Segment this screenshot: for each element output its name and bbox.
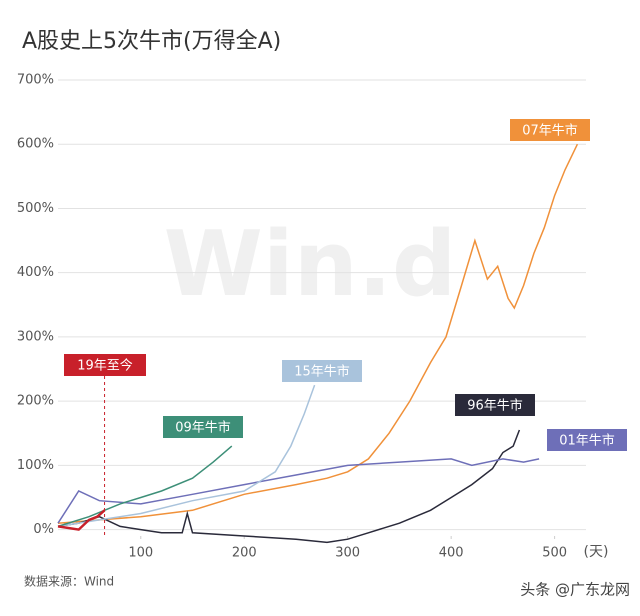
label-box [455, 394, 535, 416]
x-tick-label: 100 [128, 546, 153, 561]
source: 数据来源：Wind [24, 574, 114, 589]
x-tick-label: 200 [232, 546, 257, 561]
x-tick-label: 500 [542, 546, 567, 561]
series-line [57, 509, 106, 531]
y-tick-label: 400% [17, 265, 54, 280]
series-label: 09年牛市 [175, 420, 231, 436]
label-box [163, 416, 243, 438]
x-axis-label: (天) [584, 544, 609, 560]
watermark: Win.d [164, 212, 457, 317]
y-tick-label: 500% [17, 201, 54, 216]
series-label: 01年牛市 [559, 433, 615, 449]
label-box [510, 119, 590, 141]
series-label: 07年牛市 [522, 123, 578, 139]
y-tick-label: 600% [17, 137, 54, 152]
series-label: 19年至今 [77, 358, 133, 374]
series-line [57, 445, 233, 528]
label-box [547, 429, 627, 451]
x-tick-label: 400 [439, 546, 464, 561]
x-tick-label: 300 [335, 546, 360, 561]
y-tick-label: 200% [17, 394, 54, 409]
series-line [57, 384, 316, 528]
chart-title: A股史上5次牛市(万得全A) [22, 29, 281, 54]
plot: 0% 100% 200% 300% 400% 500% 600% 700% 100 200 300 4… [17, 73, 627, 561]
y-tick-label: 100% [17, 458, 54, 473]
y-tick-label: 300% [17, 329, 54, 344]
series-label: 96年牛市 [467, 398, 523, 414]
series-line [57, 458, 540, 524]
series-line [57, 429, 521, 544]
series-label: 15年牛市 [294, 364, 350, 380]
label-box [64, 354, 146, 376]
label-box [282, 360, 362, 382]
series-line [57, 143, 579, 524]
y-tick-label: 700% [17, 73, 54, 88]
y-tick-label: 0% [33, 522, 54, 537]
credit: 头条 @广东龙网 [520, 581, 630, 599]
